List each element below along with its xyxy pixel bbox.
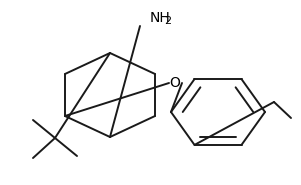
Text: O: O [169, 76, 180, 90]
Text: NH: NH [150, 11, 171, 25]
Text: 2: 2 [164, 16, 171, 26]
